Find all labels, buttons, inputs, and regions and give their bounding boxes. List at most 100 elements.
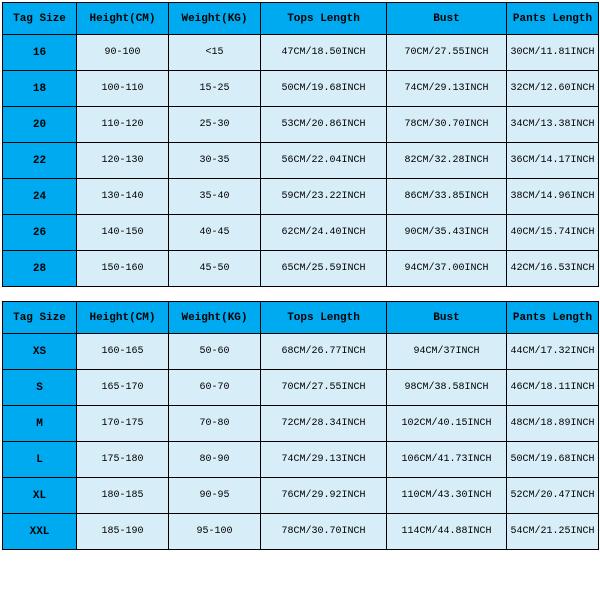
data-cell: 82CM/32.28INCH: [387, 143, 507, 179]
data-cell: 185-190: [77, 514, 169, 550]
data-cell: 62CM/24.40INCH: [261, 215, 387, 251]
data-cell: 130-140: [77, 179, 169, 215]
data-cell: 65CM/25.59INCH: [261, 251, 387, 287]
table-row: S165-17060-7070CM/27.55INCH98CM/38.58INC…: [3, 370, 599, 406]
data-cell: 36CM/14.17INCH: [507, 143, 599, 179]
data-cell: 180-185: [77, 478, 169, 514]
data-cell: 42CM/16.53INCH: [507, 251, 599, 287]
data-cell: 38CM/14.96INCH: [507, 179, 599, 215]
data-cell: 165-170: [77, 370, 169, 406]
table-header-row: Tag SizeHeight(CM)Weight(KG)Tops LengthB…: [3, 3, 599, 35]
tables-host: Tag SizeHeight(CM)Weight(KG)Tops LengthB…: [2, 2, 598, 550]
col-header: Bust: [387, 302, 507, 334]
data-cell: 47CM/18.50INCH: [261, 35, 387, 71]
data-cell: 170-175: [77, 406, 169, 442]
data-cell: 52CM/20.47INCH: [507, 478, 599, 514]
col-header: Tag Size: [3, 3, 77, 35]
tag-size-cell: 26: [3, 215, 77, 251]
table-gap: [2, 287, 598, 301]
data-cell: 76CM/29.92INCH: [261, 478, 387, 514]
table-row: 26140-15040-4562CM/24.40INCH90CM/35.43IN…: [3, 215, 599, 251]
col-header: Tops Length: [261, 302, 387, 334]
data-cell: 34CM/13.38INCH: [507, 107, 599, 143]
data-cell: 114CM/44.88INCH: [387, 514, 507, 550]
data-cell: 102CM/40.15INCH: [387, 406, 507, 442]
data-cell: 150-160: [77, 251, 169, 287]
col-header: Pants Length: [507, 3, 599, 35]
tag-size-cell: XXL: [3, 514, 77, 550]
size-table-2: Tag SizeHeight(CM)Weight(KG)Tops LengthB…: [2, 301, 599, 550]
tag-size-cell: 24: [3, 179, 77, 215]
col-header: Height(CM): [77, 3, 169, 35]
tag-size-cell: 22: [3, 143, 77, 179]
data-cell: 45-50: [169, 251, 261, 287]
data-cell: 60-70: [169, 370, 261, 406]
col-header: Height(CM): [77, 302, 169, 334]
data-cell: 78CM/30.70INCH: [387, 107, 507, 143]
data-cell: 74CM/29.13INCH: [387, 71, 507, 107]
table-row: 24130-14035-4059CM/23.22INCH86CM/33.85IN…: [3, 179, 599, 215]
data-cell: 78CM/30.70INCH: [261, 514, 387, 550]
data-cell: 40CM/15.74INCH: [507, 215, 599, 251]
data-cell: 30-35: [169, 143, 261, 179]
data-cell: 140-150: [77, 215, 169, 251]
data-cell: 30CM/11.81INCH: [507, 35, 599, 71]
data-cell: 74CM/29.13INCH: [261, 442, 387, 478]
data-cell: 110CM/43.30INCH: [387, 478, 507, 514]
data-cell: 175-180: [77, 442, 169, 478]
data-cell: 86CM/33.85INCH: [387, 179, 507, 215]
data-cell: 50CM/19.68INCH: [507, 442, 599, 478]
data-cell: 110-120: [77, 107, 169, 143]
table-header-row: Tag SizeHeight(CM)Weight(KG)Tops LengthB…: [3, 302, 599, 334]
data-cell: 94CM/37INCH: [387, 334, 507, 370]
data-cell: 70-80: [169, 406, 261, 442]
tag-size-cell: L: [3, 442, 77, 478]
data-cell: 90-95: [169, 478, 261, 514]
tag-size-cell: 18: [3, 71, 77, 107]
col-header: Weight(KG): [169, 3, 261, 35]
data-cell: 44CM/17.32INCH: [507, 334, 599, 370]
size-chart-wrapper: Tag SizeHeight(CM)Weight(KG)Tops LengthB…: [0, 0, 600, 600]
data-cell: 53CM/20.86INCH: [261, 107, 387, 143]
data-cell: 46CM/18.11INCH: [507, 370, 599, 406]
data-cell: 120-130: [77, 143, 169, 179]
col-header: Pants Length: [507, 302, 599, 334]
table-row: 28150-16045-5065CM/25.59INCH94CM/37.00IN…: [3, 251, 599, 287]
data-cell: 90-100: [77, 35, 169, 71]
table-row: L175-18080-9074CM/29.13INCH106CM/41.73IN…: [3, 442, 599, 478]
data-cell: 90CM/35.43INCH: [387, 215, 507, 251]
data-cell: 94CM/37.00INCH: [387, 251, 507, 287]
data-cell: 98CM/38.58INCH: [387, 370, 507, 406]
data-cell: 70CM/27.55INCH: [387, 35, 507, 71]
col-header: Tag Size: [3, 302, 77, 334]
data-cell: 106CM/41.73INCH: [387, 442, 507, 478]
data-cell: 160-165: [77, 334, 169, 370]
table-row: 18100-11015-2550CM/19.68INCH74CM/29.13IN…: [3, 71, 599, 107]
table-row: 20110-12025-3053CM/20.86INCH78CM/30.70IN…: [3, 107, 599, 143]
data-cell: 68CM/26.77INCH: [261, 334, 387, 370]
tag-size-cell: 16: [3, 35, 77, 71]
tag-size-cell: 28: [3, 251, 77, 287]
table-row: XS160-16550-6068CM/26.77INCH94CM/37INCH4…: [3, 334, 599, 370]
data-cell: 100-110: [77, 71, 169, 107]
table-row: 1690-100<1547CM/18.50INCH70CM/27.55INCH3…: [3, 35, 599, 71]
table-row: XXL185-19095-10078CM/30.70INCH114CM/44.8…: [3, 514, 599, 550]
table-row: XL180-18590-9576CM/29.92INCH110CM/43.30I…: [3, 478, 599, 514]
col-header: Tops Length: [261, 3, 387, 35]
data-cell: 32CM/12.60INCH: [507, 71, 599, 107]
tag-size-cell: XL: [3, 478, 77, 514]
data-cell: 35-40: [169, 179, 261, 215]
data-cell: 56CM/22.04INCH: [261, 143, 387, 179]
data-cell: 15-25: [169, 71, 261, 107]
tag-size-cell: XS: [3, 334, 77, 370]
data-cell: 59CM/23.22INCH: [261, 179, 387, 215]
data-cell: 70CM/27.55INCH: [261, 370, 387, 406]
data-cell: 40-45: [169, 215, 261, 251]
tag-size-cell: 20: [3, 107, 77, 143]
data-cell: 95-100: [169, 514, 261, 550]
col-header: Bust: [387, 3, 507, 35]
data-cell: 48CM/18.89INCH: [507, 406, 599, 442]
col-header: Weight(KG): [169, 302, 261, 334]
table-row: 22120-13030-3556CM/22.04INCH82CM/32.28IN…: [3, 143, 599, 179]
data-cell: 25-30: [169, 107, 261, 143]
